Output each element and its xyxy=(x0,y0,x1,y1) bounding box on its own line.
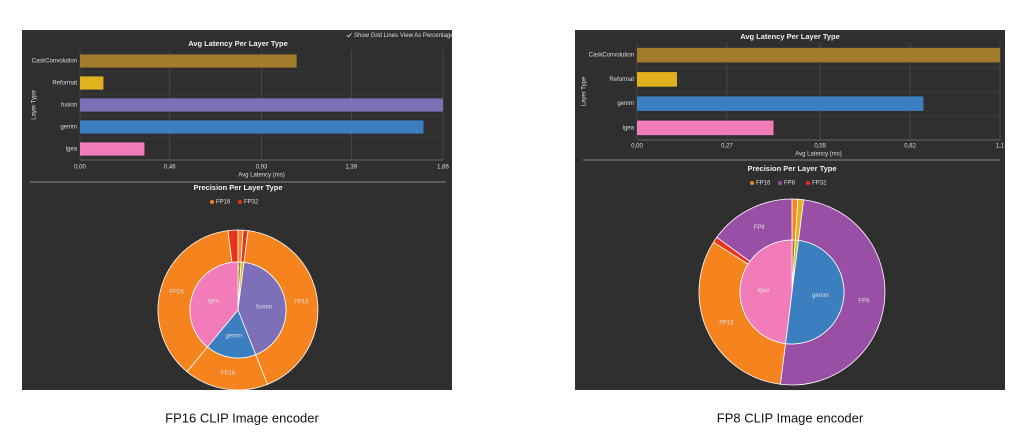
y-tick-label: gemm xyxy=(617,101,634,107)
inner-segment xyxy=(739,239,793,345)
x-tick-label: 0,00 xyxy=(631,144,643,150)
y-tick-label: CaskConvolution xyxy=(589,53,634,59)
caption: FP8 CLIP Image encoder xyxy=(717,410,864,425)
x-tick-label: 0,27 xyxy=(721,144,733,150)
x-tick-label: 0,46 xyxy=(164,165,176,171)
y-tick-label: fusion xyxy=(61,103,77,109)
bar xyxy=(80,98,443,112)
legend-label: FP8 xyxy=(784,181,796,187)
outer-label: FP8 xyxy=(858,299,870,305)
legend-label: FP16 xyxy=(756,181,771,187)
outer-label: FP16 xyxy=(169,290,184,296)
legend-label: FP32 xyxy=(812,181,827,187)
bar xyxy=(637,47,1000,63)
inner-segment xyxy=(206,309,257,359)
y-axis-label: Layer Type xyxy=(32,90,38,120)
chart-title: Avg Latency Per Layer Type xyxy=(740,32,840,41)
inner-label: fusion xyxy=(256,304,272,310)
inner-label: lgea xyxy=(758,288,770,294)
bar xyxy=(80,76,104,90)
legend-marker xyxy=(778,181,782,185)
legend-marker xyxy=(750,181,754,185)
bar xyxy=(80,120,424,134)
chart-title: Precision Per Layer Type xyxy=(193,183,282,192)
bar xyxy=(637,72,677,87)
legend-marker xyxy=(210,200,214,204)
x-tick-label: 1,39 xyxy=(345,165,357,171)
y-tick-label: lgea xyxy=(623,125,635,131)
bar xyxy=(637,96,924,111)
x-tick-label: 0,00 xyxy=(74,165,86,171)
x-tick-label: 1,86 xyxy=(437,165,449,171)
check-icon xyxy=(346,32,352,38)
y-tick-label: Reformat xyxy=(609,77,634,83)
toggle[interactable]: View As Percentage xyxy=(400,33,454,39)
x-tick-label: 0,93 xyxy=(256,165,268,171)
outer-label: FP16 xyxy=(719,320,734,326)
chart-title: Precision Per Layer Type xyxy=(747,164,836,173)
bar xyxy=(637,120,774,136)
toggle[interactable]: Show Grid Lines xyxy=(354,33,398,39)
inner-label: CaskConvolution xyxy=(217,267,262,273)
inner-segment xyxy=(785,239,845,345)
inner-label: lgea xyxy=(207,299,219,305)
x-tick-label: 0,82 xyxy=(904,144,916,150)
inner-segment xyxy=(237,261,287,356)
x-tick-label: 0,55 xyxy=(814,144,826,150)
inner-label: gemm xyxy=(812,293,829,299)
bar xyxy=(80,54,297,68)
y-tick-label: CaskConvolution xyxy=(32,59,77,65)
bar xyxy=(80,142,145,156)
legend-label: FP16 xyxy=(216,200,231,206)
legend-marker xyxy=(806,181,810,185)
inner-segment xyxy=(189,261,239,348)
outer-label: FP16 xyxy=(294,300,309,306)
caption: FP16 CLIP Image encoder xyxy=(165,410,319,425)
outer-label: FP8 xyxy=(754,225,766,231)
x-axis-label: Avg Latency (ms) xyxy=(795,152,842,158)
x-axis-label: Avg Latency (ms) xyxy=(238,173,285,179)
y-axis-label: Layer Type xyxy=(582,76,588,106)
legend-label: FP32 xyxy=(244,200,259,206)
x-tick-label: 1,1 xyxy=(996,144,1005,150)
outer-label: FP16 xyxy=(221,371,236,377)
legend-marker xyxy=(238,200,242,204)
inner-label: gemm xyxy=(226,334,243,340)
chart-title: Avg Latency Per Layer Type xyxy=(188,39,288,48)
y-tick-label: lgea xyxy=(66,147,78,153)
y-tick-label: Reformat xyxy=(52,81,77,87)
y-tick-label: gemm xyxy=(60,125,77,131)
